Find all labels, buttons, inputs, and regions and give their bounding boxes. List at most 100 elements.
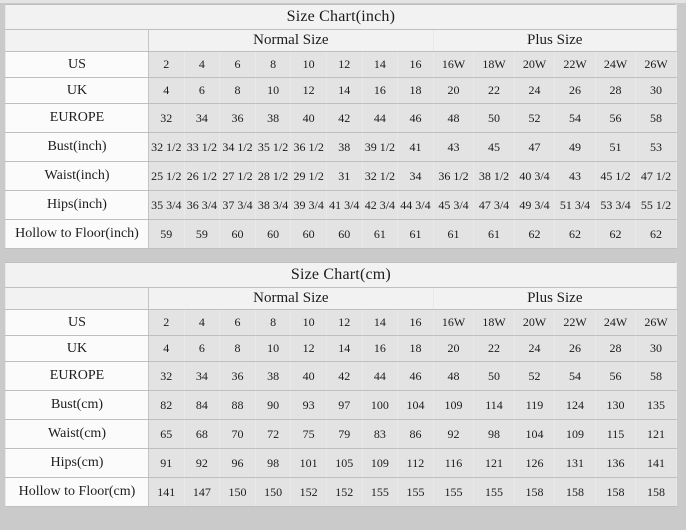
data-cell: 10 (254, 335, 292, 362)
data-cell: 60 (254, 219, 292, 249)
data-cell: 93 (290, 390, 327, 420)
data-cell: 45 1/2 (594, 161, 637, 191)
data-cell: 62 (635, 219, 677, 249)
data-cell: 104 (397, 390, 434, 420)
data-cell: 39 3/4 (290, 190, 327, 220)
data-cell: 22W (554, 51, 596, 78)
data-cell: 115 (594, 419, 637, 449)
row-label: Hips(cm) (5, 448, 149, 478)
plus-size-group-header: Plus Size (432, 29, 677, 52)
data-cell: 54 (554, 103, 596, 133)
table-row: Hips(inch) 35 3/4 36 3/4 37 3/4 38 3/4 39 3/4… (5, 190, 677, 220)
data-cell: 35 3/4 (148, 190, 185, 220)
data-cell: 24W (594, 309, 637, 336)
data-cell: 12 (325, 51, 363, 78)
data-cell: 61 (361, 219, 399, 249)
data-cell: 12 (325, 309, 363, 336)
data-cell: 26 (554, 335, 596, 362)
data-cell: 34 (183, 103, 221, 133)
data-cell: 40 (290, 103, 327, 133)
table-title-row: Size Chart(inch) (5, 4, 677, 30)
data-cell: 40 3/4 (513, 161, 556, 191)
data-cell: 38 3/4 (254, 190, 292, 220)
table-row: EUROPE 32 34 36 38 40 42 44 46 48 50 52 54 56 58 (5, 103, 677, 133)
data-cell: 33 1/2 (183, 132, 221, 162)
data-cell: 36 1/2 (290, 132, 327, 162)
table-row: Hollow to Floor(inch) 59 59 60 60 60 60 61 61 61 6… (5, 219, 677, 249)
data-cell: 150 (254, 477, 292, 507)
normal-size-group-header: Normal Size (148, 29, 434, 52)
size-group-header-row: Normal Size Plus Size (5, 29, 677, 52)
data-cell: 79 (325, 419, 363, 449)
data-cell: 141 (148, 477, 185, 507)
data-cell: 16 (397, 51, 434, 78)
row-label: EUROPE (5, 361, 149, 391)
data-cell: 25 1/2 (148, 161, 185, 191)
data-cell: 48 (432, 361, 475, 391)
row-label: EUROPE (5, 103, 149, 133)
data-cell: 44 3/4 (397, 190, 434, 220)
corner-cell (5, 29, 149, 52)
data-cell: 42 3/4 (361, 190, 399, 220)
data-cell: 12 (290, 335, 327, 362)
table-title-row: Size Chart(cm) (5, 262, 677, 288)
data-cell: 92 (183, 448, 221, 478)
table-row: US 2 4 6 8 10 12 14 16 16W 18W 20W 22W 24W 26W (5, 51, 677, 78)
data-cell: 68 (183, 419, 221, 449)
data-cell: 82 (148, 390, 185, 420)
data-cell: 51 (594, 132, 637, 162)
table-row: US 2 4 6 8 10 12 14 16 16W 18W 20W 22W 24W 26W (5, 309, 677, 336)
data-cell: 47 (513, 132, 556, 162)
data-cell: 44 (361, 361, 399, 391)
data-cell: 155 (473, 477, 515, 507)
data-cell: 55 1/2 (635, 190, 677, 220)
data-cell: 16W (432, 309, 475, 336)
data-cell: 27 1/2 (219, 161, 256, 191)
data-cell: 14 (325, 77, 363, 104)
data-cell: 37 3/4 (219, 190, 256, 220)
data-cell: 26W (635, 51, 677, 78)
data-cell: 30 (635, 77, 677, 104)
data-cell: 119 (513, 390, 556, 420)
row-label: Hollow to Floor(cm) (5, 477, 149, 507)
data-cell: 28 (594, 335, 637, 362)
table-row: Hips(cm) 91 92 96 98 101 105 109 112 116 121 126 131… (5, 448, 677, 478)
size-chart-cm-body: US 2 4 6 8 10 12 14 16 16W 18W 20W 22W 24W 26W UK 4 6 8 10 1… (5, 309, 677, 507)
data-cell: 36 (219, 361, 256, 391)
normal-size-group-header: Normal Size (148, 287, 434, 310)
top-highlight-strip (0, 0, 686, 3)
data-cell: 22 (473, 335, 515, 362)
data-cell: 2 (148, 51, 185, 78)
data-cell: 91 (148, 448, 185, 478)
data-cell: 26 (554, 77, 596, 104)
data-cell: 52 (513, 103, 556, 133)
data-cell: 90 (254, 390, 292, 420)
row-label: Hollow to Floor(inch) (5, 219, 149, 249)
data-cell: 75 (290, 419, 327, 449)
data-cell: 12 (290, 77, 327, 104)
data-cell: 50 (473, 361, 515, 391)
data-cell: 16 (361, 335, 399, 362)
row-label: UK (5, 77, 149, 104)
data-cell: 42 (325, 361, 363, 391)
data-cell: 150 (219, 477, 256, 507)
data-cell: 51 3/4 (554, 190, 596, 220)
data-cell: 59 (148, 219, 185, 249)
table-row: Bust(inch) 32 1/2 33 1/2 34 1/2 35 1/2 36 1/2… (5, 132, 677, 162)
corner-cell (5, 287, 149, 310)
data-cell: 41 (397, 132, 434, 162)
data-cell: 20 (432, 77, 475, 104)
data-cell: 6 (183, 335, 221, 362)
data-cell: 124 (554, 390, 596, 420)
data-cell: 52 (513, 361, 556, 391)
data-cell: 136 (594, 448, 637, 478)
data-cell: 53 3/4 (594, 190, 637, 220)
data-cell: 42 (325, 103, 363, 133)
data-cell: 58 (635, 103, 677, 133)
data-cell: 8 (254, 309, 292, 336)
data-cell: 88 (219, 390, 256, 420)
row-label: Waist(cm) (5, 419, 149, 449)
data-cell: 14 (361, 309, 399, 336)
data-cell: 36 (219, 103, 256, 133)
data-cell: 130 (594, 390, 637, 420)
